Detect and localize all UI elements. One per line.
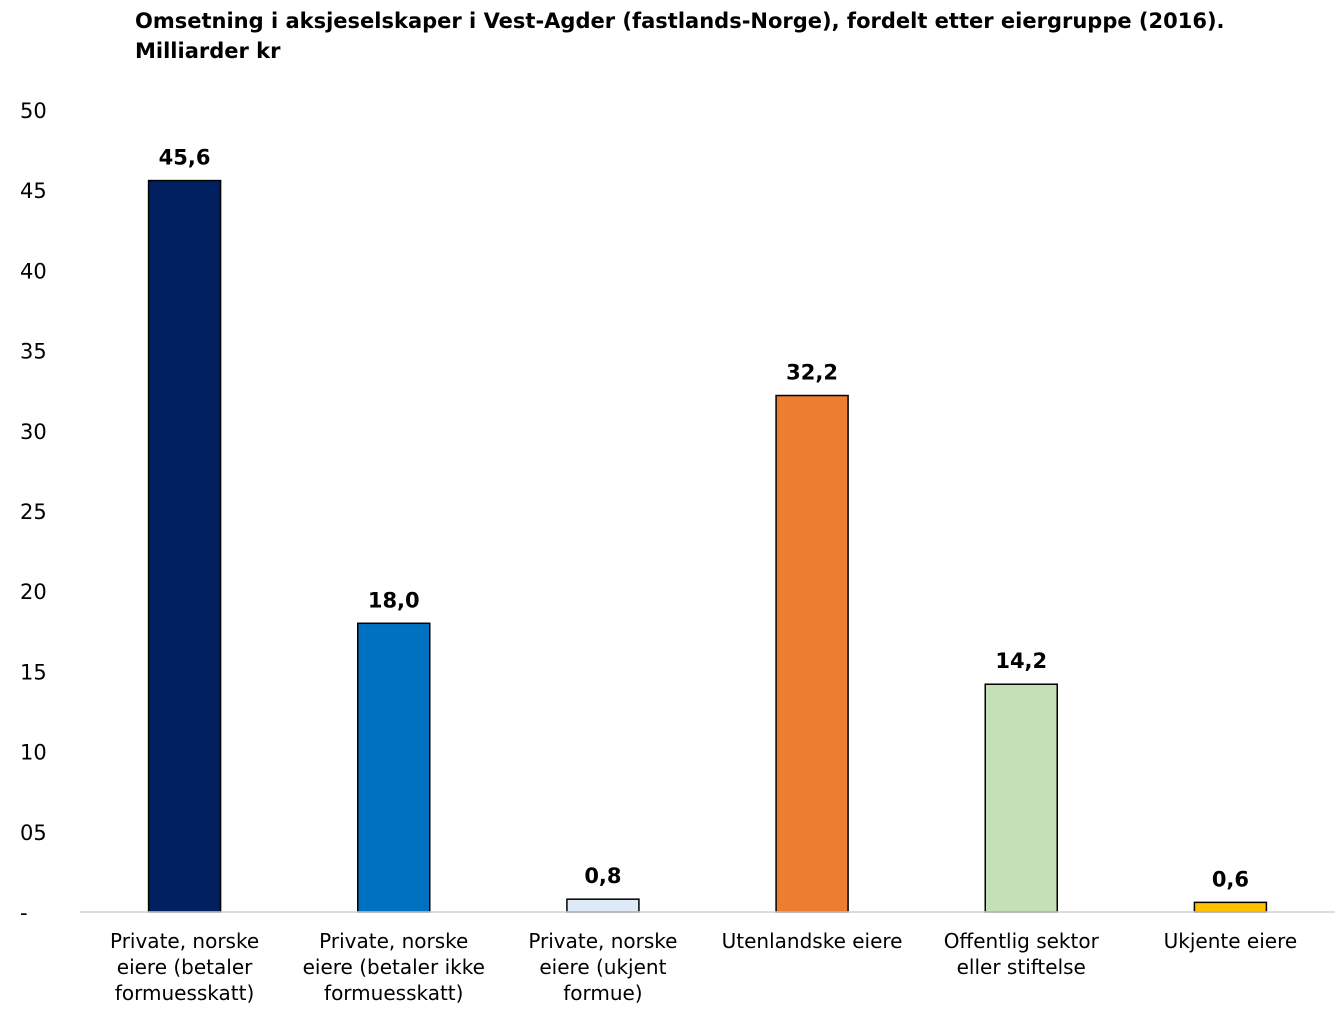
x-tick-label: Private, norske eiere (ukjent formue) [528,929,678,1005]
y-tick-label: 45 [20,179,47,203]
bar [1193,901,1268,913]
y-tick-label: 40 [20,259,47,283]
y-tick-label: 35 [20,340,47,364]
bar [566,898,640,913]
y-tick-label: 20 [20,580,47,604]
data-label: 45,6 [159,146,211,170]
bar [147,179,222,913]
data-label: 0,8 [584,864,621,888]
x-tick-label: Offentlig sektor eller stiftelse [943,929,1099,979]
bar-chart: - 05 10 15 20 25 30 35 40 45 50 45,6 18,0 0,8 32,2 14,2… [20,99,1335,925]
y-tick-label: 15 [20,660,47,684]
y-tick-label: 10 [20,741,47,765]
y-tick-label: 30 [20,420,47,444]
y-tick-label: - [20,901,28,925]
y-tick-label: 25 [20,500,47,524]
x-tick-label: Utenlandske eiere [721,929,903,953]
chart-title: Omsetning i aksjeselskaper i Vest-Agder … [135,9,1225,63]
data-label: 18,0 [368,588,420,612]
x-axis-labels: Private, norske eiere (betaler formuessk… [0,928,1340,1016]
y-tick-label: 50 [20,99,47,123]
x-tick-label: Ukjente eiere [1163,929,1298,953]
y-tick-label: 05 [20,821,47,845]
bar [984,683,1058,913]
data-label: 14,2 [995,649,1047,673]
bar [775,394,849,913]
bar [357,622,431,913]
data-label: 32,2 [786,361,838,385]
x-tick-label: Private, norske eiere (betaler formuessk… [109,929,260,1005]
data-label: 0,6 [1212,867,1249,891]
x-tick-label: Private, norske eiere (betaler ikke form… [302,929,485,1005]
